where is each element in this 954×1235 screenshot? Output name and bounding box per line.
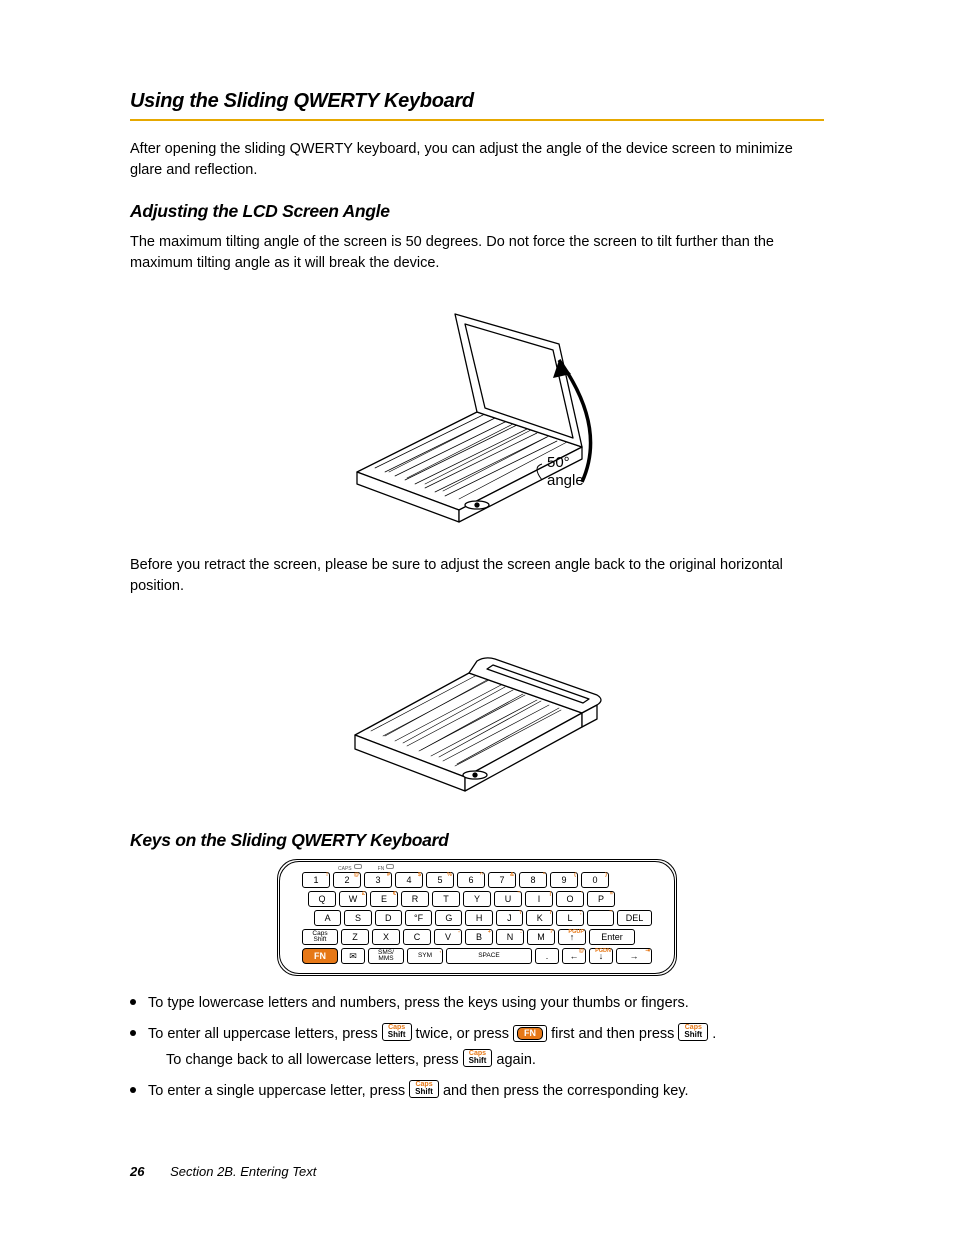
keyboard-row: FN✉SMS/MMSSYM,SPACE.←@↓PGDN→⇥ — [302, 948, 652, 964]
keyboard-key: P= — [587, 891, 615, 907]
keyboard-key: O' — [556, 891, 584, 907]
keyboard-key: 3# — [364, 872, 392, 888]
keyboard-key: SPACE — [446, 948, 532, 964]
keyboard-key: A — [314, 910, 341, 926]
intro-para: After opening the sliding QWERTY keyboar… — [130, 139, 824, 181]
keycap-fn-wrapped: FN — [513, 1025, 547, 1042]
keyboard-row: ASD°FGHJ\K/L;"DEL — [302, 910, 652, 926]
keyboard-key: Q — [308, 891, 336, 907]
keyboard-key: 9( — [550, 872, 578, 888]
bullet-2-text-b: twice, or press — [416, 1026, 514, 1042]
keyboard-key: ✉ — [341, 948, 365, 964]
keyboard-key: N: — [496, 929, 524, 945]
keyboard-key: SYM, — [407, 948, 443, 964]
bullet-3-text-a: To enter a single uppercase letter, pres… — [148, 1083, 409, 1099]
keyboard-key: FN — [302, 948, 338, 964]
keyboard-key: K/ — [526, 910, 553, 926]
keyboard-key: S — [344, 910, 371, 926]
figure-keyboard-layout: CAPS FN 1!2@3#4$5%6^7&8*9(0) QW£E€RTYU"I|… — [130, 861, 824, 974]
keyboard-key: 5% — [426, 872, 454, 888]
bullet-2-line2-a: To change back to all lowercase letters,… — [166, 1052, 463, 1068]
bullet-3: To enter a single uppercase letter, pres… — [130, 1080, 824, 1102]
page-number: 26 — [130, 1164, 144, 1179]
keyboard-key: " — [587, 910, 614, 926]
bullet-1: To type lowercase letters and numbers, p… — [130, 992, 824, 1014]
keyboard-row: 1!2@3#4$5%6^7&8*9(0) — [302, 872, 652, 888]
keycap-caps-shift: CapsShift — [678, 1023, 708, 1041]
keyboard-key: →⇥ — [616, 948, 652, 964]
keycap-caps-shift: CapsShift — [463, 1049, 493, 1067]
tilted-device-illustration: 50° angle — [327, 292, 627, 532]
angle-label-text: angle — [547, 472, 584, 489]
keyboard-key: I| — [525, 891, 553, 907]
bullet-3-text-b: and then press the corresponding key. — [443, 1083, 689, 1099]
keyboard-key: 7& — [488, 872, 516, 888]
keyboard-key: M? — [527, 929, 555, 945]
keyboard-leds: CAPS FN — [338, 864, 394, 872]
keyboard-key: H — [465, 910, 492, 926]
keyboard-key: E€ — [370, 891, 398, 907]
keyboard-key: ↓PGDN — [589, 948, 613, 964]
title-rule — [130, 119, 824, 121]
figure-flat-device — [130, 615, 824, 810]
keyboard-key: 0) — [581, 872, 609, 888]
angle-label-deg: 50° — [547, 454, 570, 471]
bullet-2-text-c: first and then press — [551, 1026, 678, 1042]
keyboard-key: Y — [463, 891, 491, 907]
bullet-2: To enter all uppercase letters, press Ca… — [130, 1023, 824, 1072]
keyboard-key: Z — [341, 929, 369, 945]
section-label: Section 2B. Entering Text — [170, 1164, 316, 1179]
page: Using the Sliding QWERTY Keyboard After … — [0, 0, 954, 1235]
led-fn: FN — [378, 864, 395, 872]
keyboard-key: 6^ — [457, 872, 485, 888]
led-caps: CAPS — [338, 864, 362, 872]
keyboard-key: L; — [556, 910, 583, 926]
keyboard-key: W£ — [339, 891, 367, 907]
keyboard-key: 2@ — [333, 872, 361, 888]
instruction-list: To type lowercase letters and numbers, p… — [130, 992, 824, 1102]
keyboard-key: . — [535, 948, 559, 964]
flat-device-illustration — [337, 615, 617, 805]
section-a-para: The maximum tilting angle of the screen … — [130, 232, 824, 274]
page-title: Using the Sliding QWERTY Keyboard — [130, 90, 824, 113]
bullet-2-line2: To change back to all lowercase letters,… — [166, 1049, 824, 1071]
bullet-2-text-d: . — [712, 1026, 716, 1042]
bullet-1-text: To type lowercase letters and numbers, p… — [148, 995, 689, 1011]
keyboard-key: T — [432, 891, 460, 907]
keyboard-key: G — [435, 910, 462, 926]
keyboard-key: B+ — [465, 929, 493, 945]
keyboard-key: °F — [405, 910, 432, 926]
keyboard-key: 4$ — [395, 872, 423, 888]
keyboard-key: 1! — [302, 872, 330, 888]
section-b-heading: Keys on the Sliding QWERTY Keyboard — [130, 830, 824, 851]
keyboard-key: D — [375, 910, 402, 926]
page-footer: 26 Section 2B. Entering Text — [130, 1164, 316, 1179]
keyboard-key: X — [372, 929, 400, 945]
keyboard-key: J\ — [496, 910, 523, 926]
keyboard-row: CapsShiftZXCV-B+N:M?↑PGUPEnter — [302, 929, 652, 945]
figure-tilted-device: 50° angle — [130, 292, 824, 537]
keyboard-key: SMS/MMS — [368, 948, 404, 964]
keyboard-key: V- — [434, 929, 462, 945]
keyboard-key: Enter — [589, 929, 635, 945]
section-a-heading: Adjusting the LCD Screen Angle — [130, 201, 824, 222]
keyboard-key: 8* — [519, 872, 547, 888]
keyboard-key: ←@ — [562, 948, 586, 964]
section-a-para2: Before you retract the screen, please be… — [130, 555, 824, 597]
keyboard-key: R — [401, 891, 429, 907]
keyboard-outline: CAPS FN 1!2@3#4$5%6^7&8*9(0) QW£E€RTYU"I|… — [279, 861, 675, 974]
keyboard-key: ↑PGUP — [558, 929, 586, 945]
keycap-caps-shift: CapsShift — [382, 1023, 412, 1041]
keyboard-row: QW£E€RTYU"I|O'P= — [302, 891, 652, 907]
keycap-caps-shift: CapsShift — [409, 1080, 439, 1098]
keyboard-key: DEL — [617, 910, 652, 926]
bullet-2-text-a: To enter all uppercase letters, press — [148, 1026, 382, 1042]
keyboard-key: C — [403, 929, 431, 945]
keyboard-key: U" — [494, 891, 522, 907]
bullet-2-line2-b: again. — [496, 1052, 536, 1068]
keyboard-key: CapsShift — [302, 929, 338, 945]
